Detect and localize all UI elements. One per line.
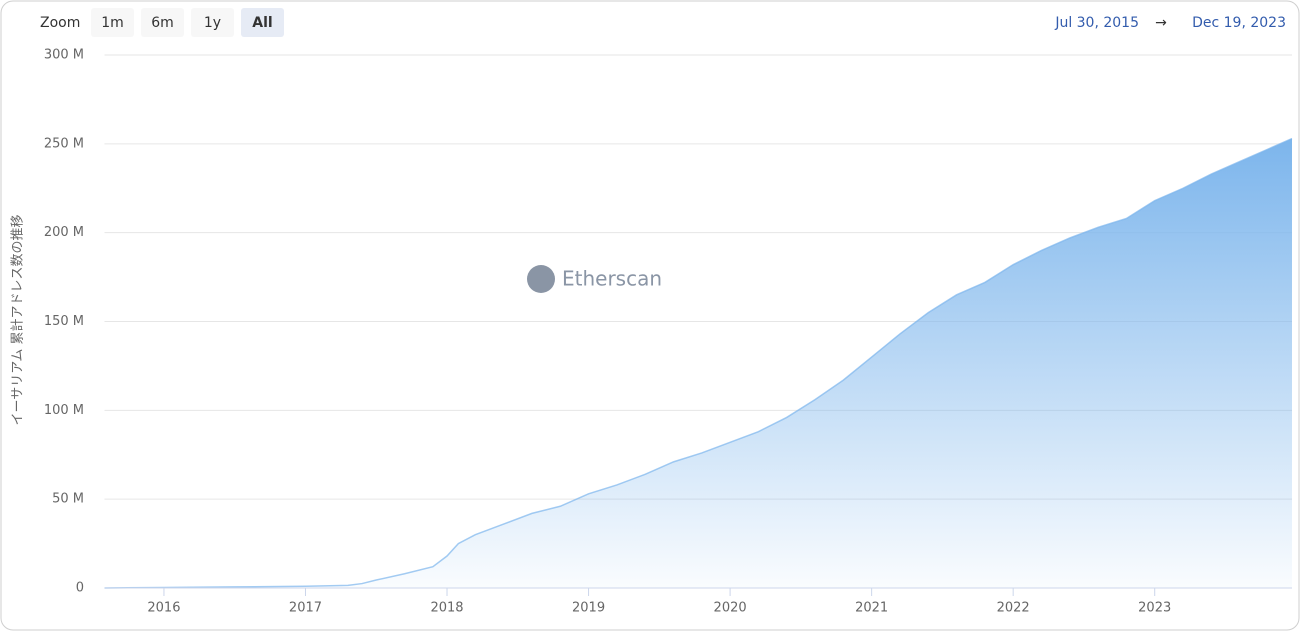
x-tick-label: 2016 <box>147 601 180 616</box>
x-tick-label: 2018 <box>430 601 463 616</box>
zoom-button[interactable]: 1m <box>91 8 134 37</box>
x-tick-label: 2021 <box>855 601 888 616</box>
zoom-label: Zoom <box>40 15 80 31</box>
y-axis-title: イーサリアム 累計アドレス数の推移 <box>10 215 26 426</box>
zoom-button-label: 1y <box>204 15 221 31</box>
y-tick-label: 200 M <box>44 225 84 240</box>
area-fill <box>104 138 1292 588</box>
range-from: Jul 30, 2015 <box>1054 15 1139 31</box>
watermark: Etherscan <box>562 267 662 291</box>
y-tick-label: 250 M <box>44 136 84 151</box>
x-tick-label: 2020 <box>714 601 747 616</box>
y-tick-label: 100 M <box>44 403 84 418</box>
x-tick-label: 2023 <box>1138 601 1171 616</box>
y-tick-label: 150 M <box>44 314 84 329</box>
y-tick-label: 300 M <box>44 48 84 63</box>
zoom-button[interactable]: All <box>241 8 284 37</box>
y-tick-label: 50 M <box>52 492 84 507</box>
x-tick-label: 2022 <box>997 601 1030 616</box>
zoom-button-bg <box>91 8 134 37</box>
area-line <box>104 137 1293 589</box>
x-tick-label: 2017 <box>289 601 322 616</box>
x-tick-label: 2019 <box>572 601 605 616</box>
zoom-button[interactable]: 6m <box>141 8 184 37</box>
zoom-button-label: 1m <box>101 15 124 31</box>
zoom-button-bg <box>191 8 234 37</box>
range-to: Dec 19, 2023 <box>1192 15 1286 31</box>
zoom-button-bg <box>141 8 184 37</box>
watermark-icon <box>527 265 555 293</box>
zoom-button-label: All <box>252 15 272 31</box>
y-tick-label: 0 <box>76 581 84 596</box>
zoom-button[interactable]: 1y <box>191 8 234 37</box>
zoom-button-label: 6m <box>151 15 174 31</box>
range-arrow: → <box>1155 15 1167 31</box>
zoom-button-bg <box>241 8 284 37</box>
